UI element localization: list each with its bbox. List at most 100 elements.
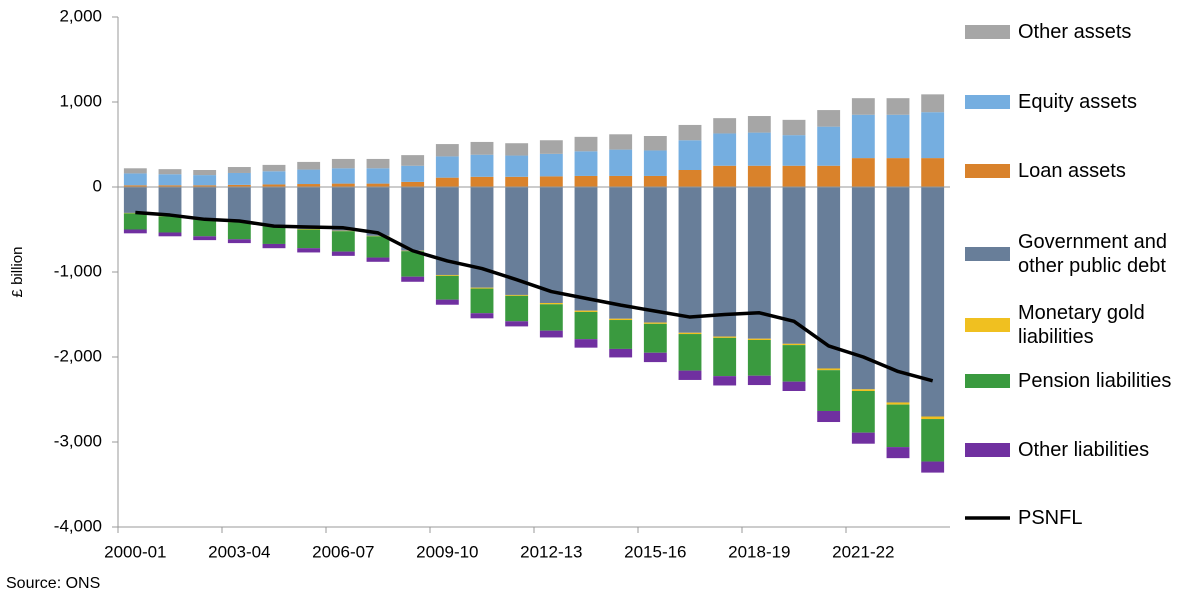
bar-segment <box>851 391 875 433</box>
x-tick-label: 2012-13 <box>520 542 582 561</box>
bar-segment <box>782 345 806 382</box>
bar-segment <box>331 168 355 184</box>
bar-segment <box>678 170 702 187</box>
y-tick-label: 1,000 <box>59 91 102 110</box>
bar-segment <box>713 376 737 386</box>
bar-segment <box>401 187 425 251</box>
legend-swatch <box>965 95 1010 109</box>
y-tick-label: 2,000 <box>59 6 102 25</box>
bar-segment <box>401 276 425 282</box>
bar-segment <box>331 158 355 169</box>
bar-segment <box>817 370 841 411</box>
bar-segment <box>227 167 251 173</box>
bar-segment <box>158 232 182 237</box>
bar-segment <box>401 181 425 187</box>
bar-segment <box>609 175 633 187</box>
bar-segment <box>747 375 771 386</box>
bar-segment <box>435 299 459 305</box>
bar-segment <box>158 169 182 175</box>
bar-segment <box>158 174 182 186</box>
bar-segment <box>262 184 286 187</box>
bar-segment <box>539 176 563 187</box>
bar-segment <box>886 187 910 403</box>
bar-segment <box>747 165 771 187</box>
bar-segment <box>227 187 251 222</box>
bar-segment <box>643 136 667 151</box>
bar-segment <box>921 94 945 113</box>
bar-segment <box>470 141 494 155</box>
x-tick-label: 2000-01 <box>104 542 166 561</box>
bar-segment <box>643 150 667 176</box>
bar-segment <box>747 187 771 339</box>
bar-segment <box>713 118 737 134</box>
bar-segment <box>747 338 771 340</box>
bar-segment <box>886 158 910 187</box>
bar-segment <box>366 236 390 258</box>
bar-segment <box>643 187 667 323</box>
legend-swatch <box>965 318 1010 332</box>
bar-segment <box>366 168 390 184</box>
bar-segment <box>817 187 841 369</box>
bar-segment <box>123 187 147 213</box>
bar-segment <box>782 381 806 391</box>
bar-segment <box>435 274 459 276</box>
bar-segment <box>643 175 667 187</box>
bar-segment <box>262 226 286 244</box>
bar-segment <box>851 187 875 390</box>
bar-segment <box>886 404 910 448</box>
bar-segment <box>331 183 355 187</box>
bar-segment <box>435 177 459 187</box>
bar-segment <box>539 187 563 304</box>
bar-segment <box>366 183 390 187</box>
bar-segment <box>401 251 425 277</box>
bar-segment <box>678 187 702 333</box>
x-tick-label: 2021-22 <box>832 542 894 561</box>
bar-segment <box>435 187 459 275</box>
bar-segment <box>747 340 771 376</box>
bar-segment <box>643 352 667 363</box>
bar-segment <box>851 432 875 444</box>
bar-segment <box>505 176 529 187</box>
bar-segment <box>609 149 633 176</box>
bar-segment <box>643 323 667 353</box>
bar-segment <box>123 173 147 186</box>
bar-segment <box>539 330 563 338</box>
y-tick-label: -4,000 <box>54 516 102 535</box>
bar-segment <box>297 248 321 253</box>
bar-segment <box>435 275 459 300</box>
bar-segment <box>574 151 598 176</box>
legend-label: Other liabilities <box>1018 439 1150 461</box>
bar-segment <box>713 133 737 166</box>
bar-segment <box>193 175 217 186</box>
bar-segment <box>921 416 945 420</box>
bar-segment <box>401 165 425 182</box>
x-tick-label: 2018-19 <box>728 542 790 561</box>
bar-segment <box>158 187 182 216</box>
bar-segment <box>851 158 875 187</box>
bar-segment <box>505 155 529 177</box>
bar-segment <box>539 304 563 331</box>
bar-segment <box>782 119 806 136</box>
bar-segment <box>262 243 286 249</box>
bar-segment <box>158 216 182 233</box>
bar-segment <box>574 136 598 152</box>
bar-segment <box>713 337 737 377</box>
bar-segment <box>297 169 321 185</box>
legend-label: Loan assets <box>1018 160 1126 182</box>
bar-segment <box>747 116 771 133</box>
bar-segment <box>505 187 529 295</box>
bar-segment <box>886 98 910 115</box>
bar-segment <box>297 161 321 170</box>
bar-segment <box>470 287 494 289</box>
bar-segment <box>470 288 494 314</box>
bar-segment <box>262 171 286 185</box>
bar-segment <box>227 184 251 187</box>
bar-segment <box>851 98 875 115</box>
bar-segment <box>678 334 702 371</box>
bar-segment <box>609 187 633 319</box>
bar-segment <box>782 343 806 346</box>
bar-segment <box>193 185 217 187</box>
bar-segment <box>609 320 633 349</box>
